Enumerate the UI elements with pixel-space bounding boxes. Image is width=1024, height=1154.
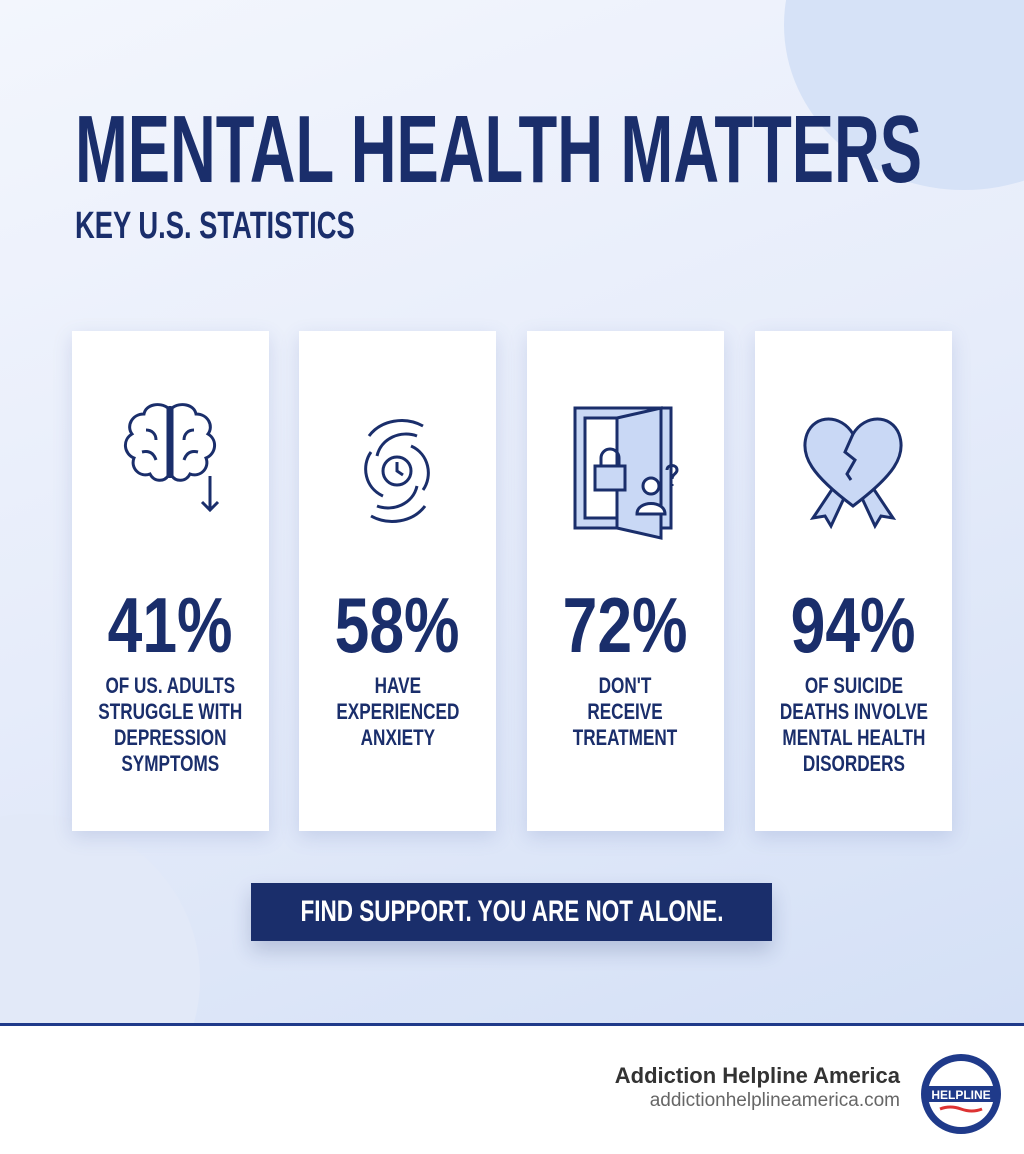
brand-url[interactable]: addictionhelplineamerica.com (649, 1090, 900, 1111)
cta-label: FIND SUPPORT. YOU ARE NOT ALONE. (300, 895, 723, 928)
stat-label: OF US. ADULTS STRUGGLE WITH DEPRESSION S… (98, 673, 243, 776)
stat-card-suicide: 94% OF SUICIDE DEATHS INVOLVE MENTAL HEA… (755, 331, 952, 831)
footer-brand: Addiction Helpline America addictionhelp… (615, 1063, 900, 1113)
stat-value: 72% (563, 581, 688, 669)
broken-heart-ribbon-icon (803, 417, 903, 530)
stat-label: HAVE EXPERIENCED ANXIETY (335, 673, 460, 750)
stat-card-treatment: 72% DON'T RECEIVE TREATMENT (527, 331, 724, 831)
find-support-banner: FIND SUPPORT. YOU ARE NOT ALONE. (251, 883, 772, 941)
locked-door-person-icon (573, 406, 679, 540)
stat-card-depression: 41% OF US. ADULTS STRUGGLE WITH DEPRESSI… (72, 331, 269, 831)
page-title: MENTAL HEALTH MATTERS (75, 96, 923, 203)
footer-divider (0, 1023, 1024, 1026)
brand-name: Addiction Helpline America (614, 1063, 900, 1088)
page-subtitle: KEY U.S. STATISTICS (75, 205, 355, 247)
brain-down-arrow-icon (124, 403, 220, 513)
stat-label: DON'T RECEIVE TREATMENT (573, 673, 678, 750)
stat-value: 41% (108, 581, 233, 669)
svg-text:HELPLINE: HELPLINE (931, 1088, 990, 1102)
stat-value: 94% (791, 581, 916, 669)
stat-label: OF SUICIDE DEATHS INVOLVE MENTAL HEALTH … (779, 673, 928, 776)
helpline-logo-icon: HELPLINE (921, 1054, 1001, 1134)
anxiety-swirl-icon (364, 419, 430, 523)
stat-value: 58% (335, 581, 460, 669)
stat-card-anxiety: 58% HAVE EXPERIENCED ANXIETY (299, 331, 496, 831)
